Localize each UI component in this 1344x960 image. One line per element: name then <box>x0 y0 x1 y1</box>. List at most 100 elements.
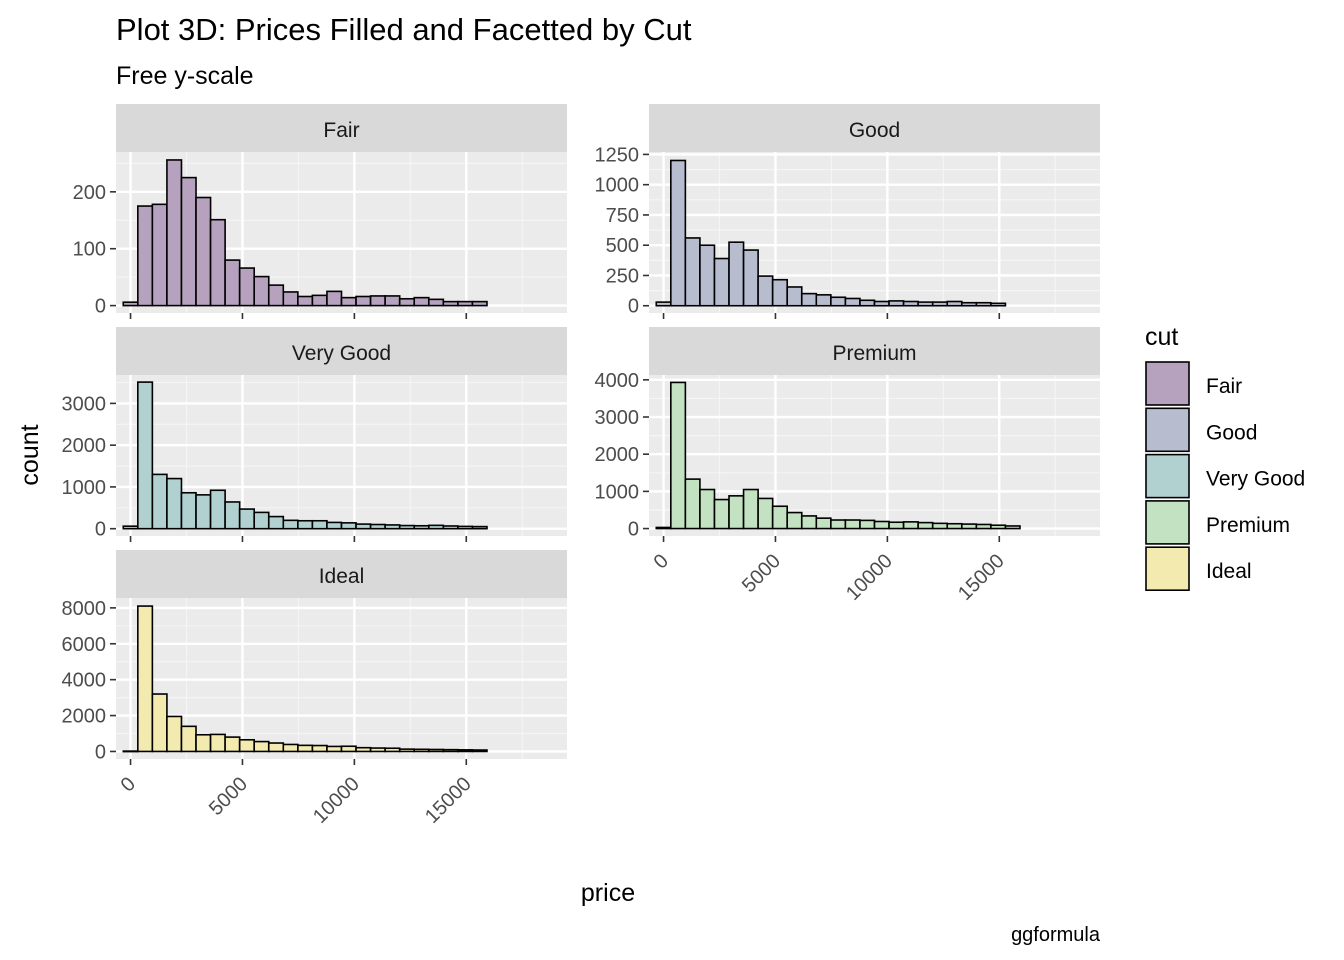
histogram-bar <box>742 249 759 307</box>
x-tick-label: 0 <box>650 550 673 573</box>
histogram-bar <box>888 300 905 307</box>
histogram-bar <box>180 176 197 307</box>
histogram-bar <box>815 294 832 307</box>
histogram-bar <box>902 521 919 530</box>
facet-panels: Fair 0 100 200 Good 0 250 500 750 1000 1250 Very Go… <box>62 104 1100 765</box>
histogram-bar <box>757 497 774 530</box>
facet-strip <box>116 327 567 375</box>
legend-key <box>1145 546 1190 592</box>
legend-label: Good <box>1206 421 1257 444</box>
legend-label: Fair <box>1206 375 1242 398</box>
histogram-bar <box>873 300 890 307</box>
histogram-bar <box>369 747 386 753</box>
y-tick-label: 3000 <box>62 393 107 415</box>
histogram-bar <box>413 524 430 530</box>
histogram-bar <box>267 515 285 530</box>
histogram-bar <box>340 296 357 307</box>
histogram-bar <box>355 523 372 530</box>
histogram-bar <box>369 295 386 307</box>
y-tick-label: 250 <box>606 265 639 287</box>
chart-subtitle: Free y-scale <box>116 62 254 90</box>
y-tick-label: 2000 <box>595 444 640 466</box>
legend-label: Premium <box>1206 514 1290 537</box>
histogram-bar <box>122 301 139 307</box>
histogram-bar <box>442 300 459 307</box>
histogram-bar <box>931 301 949 307</box>
histogram-bar <box>471 749 488 753</box>
histogram-bar <box>931 522 949 530</box>
legend-key <box>1145 361 1190 406</box>
histogram-bar <box>340 745 357 753</box>
x-tick-label: 10000 <box>309 773 364 828</box>
histogram-bar <box>917 521 934 530</box>
histogram-bar <box>699 488 716 530</box>
histogram-bar <box>209 733 226 753</box>
histogram-bar <box>684 478 701 530</box>
histogram-bar <box>398 748 416 753</box>
histogram-bar <box>442 525 459 530</box>
histogram-bar <box>180 725 197 753</box>
histogram-bar <box>442 748 459 753</box>
histogram-bar <box>369 523 386 530</box>
x-tick-label: 15000 <box>954 550 1009 605</box>
histogram-bar <box>975 301 992 307</box>
histogram-bar <box>728 241 745 307</box>
histogram-bar <box>384 747 401 753</box>
histogram-bar <box>398 297 416 307</box>
histogram-bar <box>224 259 241 307</box>
y-tick-label: 8000 <box>62 598 107 620</box>
legend-label: Very Good <box>1206 468 1305 491</box>
histogram-bar <box>384 295 401 307</box>
histogram-bar <box>670 159 687 307</box>
histogram-bar <box>267 284 285 307</box>
y-tick-label: 1000 <box>595 481 640 503</box>
histogram-bar <box>311 294 328 307</box>
histogram-bar <box>975 523 992 530</box>
histogram-bar <box>859 299 876 307</box>
histogram-bar <box>326 521 343 530</box>
histogram-bar <box>195 733 212 753</box>
y-tick-label: 0 <box>628 519 639 541</box>
histogram-bar <box>311 744 328 753</box>
histogram-bar <box>917 301 934 307</box>
legend-label: Ideal <box>1206 560 1252 583</box>
histogram-bar <box>655 526 672 530</box>
histogram-bar <box>224 501 241 530</box>
histogram-bar <box>990 524 1007 530</box>
histogram-bar <box>253 511 270 530</box>
histogram-bar <box>355 746 372 753</box>
histogram-bar <box>670 381 687 530</box>
histogram-bar <box>684 237 701 307</box>
histogram-bar <box>297 744 314 753</box>
histogram-bar <box>471 525 488 530</box>
chart-caption: ggformula <box>1011 924 1101 946</box>
legend-title: cut <box>1145 323 1178 351</box>
y-tick-label: 0 <box>95 741 106 763</box>
histogram-bar <box>902 300 919 307</box>
histogram-bar <box>355 295 372 307</box>
histogram-bar <box>238 267 256 307</box>
histogram-bar <box>122 750 139 753</box>
histogram-bar <box>457 525 474 530</box>
y-tick-label: 1000 <box>595 175 640 197</box>
histogram-bar <box>728 495 745 530</box>
histogram-bar <box>427 298 445 307</box>
histogram-bar <box>471 300 488 307</box>
y-tick-label: 4000 <box>62 670 107 692</box>
chart-title: Plot 3D: Prices Filled and Facetted by C… <box>116 12 692 47</box>
facet-panel-ideal: Ideal 0 2000 4000 6000 8000 <box>62 550 567 765</box>
y-tick-label: 0 <box>95 296 106 318</box>
legend-key <box>1145 407 1190 453</box>
histogram-bar <box>859 519 876 530</box>
facet-strip-label: Premium <box>832 342 916 365</box>
histogram-bar <box>457 300 474 307</box>
histogram-bar <box>151 473 168 530</box>
histogram-bar <box>844 519 861 530</box>
y-tick-label: 0 <box>628 296 639 318</box>
histogram-bar <box>151 693 168 753</box>
histogram-bar <box>873 520 890 530</box>
y-tick-label: 500 <box>606 235 639 257</box>
histogram-bar <box>209 489 226 530</box>
y-tick-label: 3000 <box>595 407 640 429</box>
histogram-bar <box>960 523 978 530</box>
